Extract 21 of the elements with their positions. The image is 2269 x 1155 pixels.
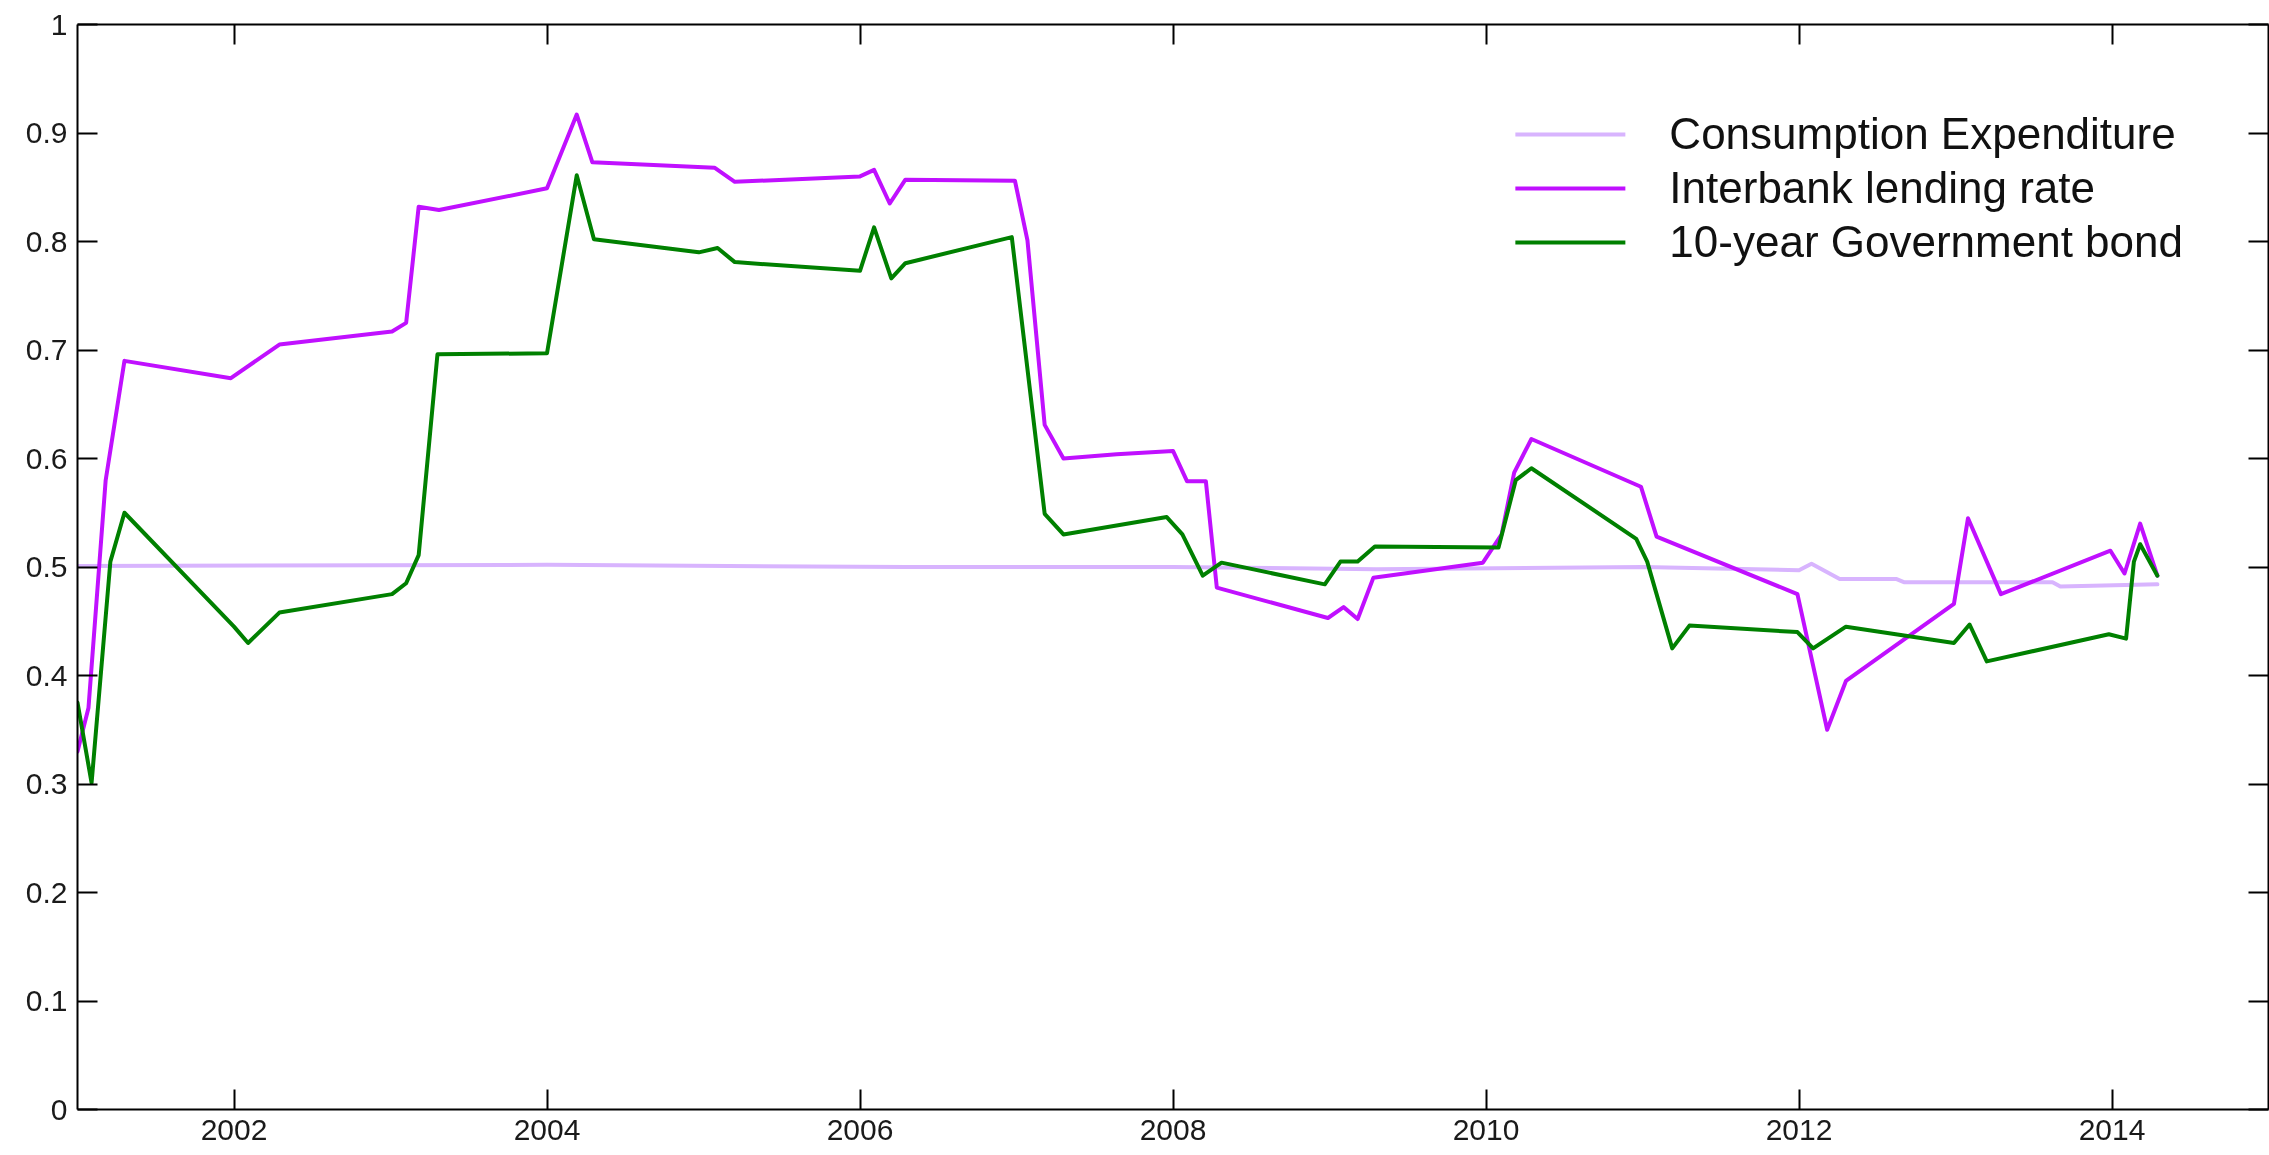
x-tick-label: 2008	[1139, 1112, 1207, 1146]
legend-label: 10-year Government bond	[1669, 217, 2183, 267]
x-tick-label: 2002	[200, 1112, 268, 1146]
legend-label: Consumption Expenditure	[1669, 109, 2176, 159]
x-tick-label: 2010	[1452, 1112, 1520, 1146]
x-tick-label: 2006	[826, 1112, 894, 1146]
x-tick-label: 2004	[513, 1112, 581, 1146]
legend-label: Interbank lending rate	[1669, 163, 2095, 213]
y-tick-label: 1	[50, 7, 68, 41]
y-tick-label: 0.5	[25, 550, 68, 583]
y-tick-label: 0.4	[25, 658, 68, 692]
y-tick-label: 0.6	[25, 441, 68, 475]
y-tick-label: 0.8	[25, 224, 68, 258]
x-tick-label: 2012	[1765, 1112, 1833, 1146]
x-tick-label: 2014	[2078, 1112, 2146, 1146]
y-tick-label: 0.3	[25, 767, 68, 800]
y-tick-label: 0.2	[25, 875, 68, 909]
y-tick-label: 0.7	[25, 333, 68, 366]
y-tick-label: 0	[50, 1092, 68, 1126]
y-tick-label: 0.9	[25, 116, 68, 149]
y-tick-label: 0.1	[25, 984, 68, 1017]
